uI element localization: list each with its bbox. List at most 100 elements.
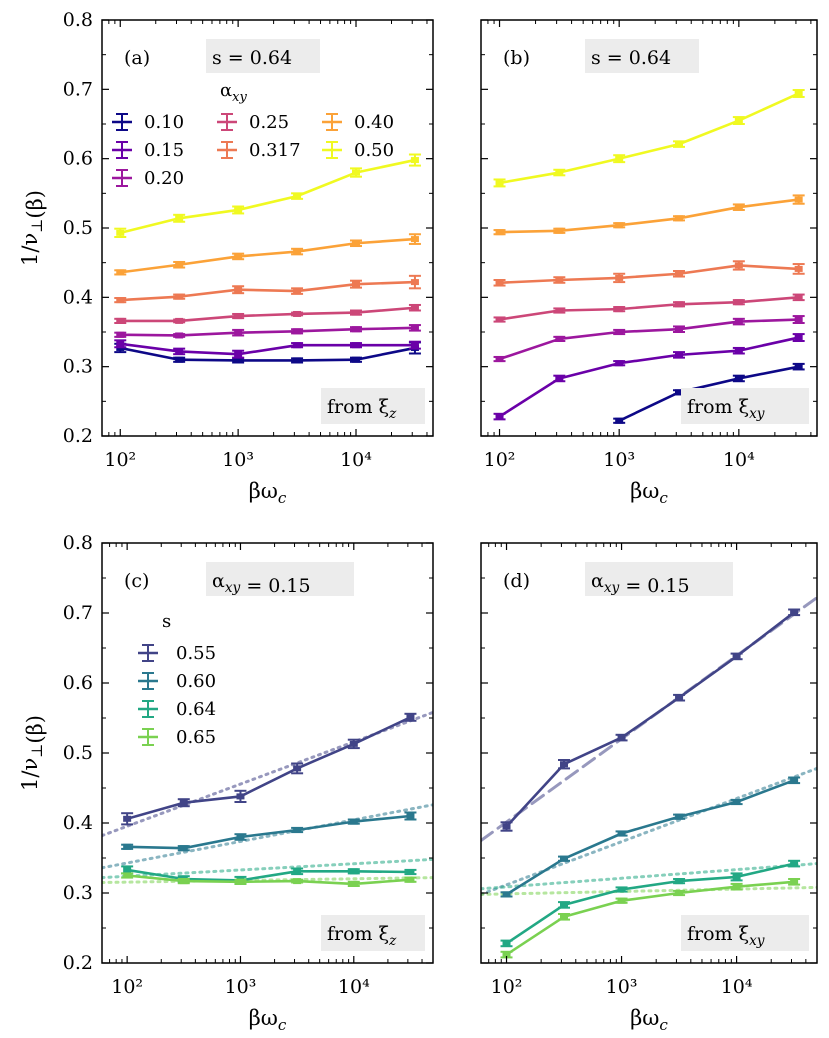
data-point: [732, 374, 745, 383]
data-marker: [560, 761, 569, 768]
data-marker: [495, 279, 504, 286]
data-marker: [179, 845, 188, 852]
data-marker: [236, 878, 245, 885]
series-line-0.64: [126, 868, 411, 882]
y-axis-label-sub: ⊥: [28, 744, 46, 758]
y-axis-label-part: (β): [23, 190, 47, 219]
legend-label: 0.64: [176, 699, 216, 720]
corner-label-box: [321, 388, 425, 424]
data-marker: [123, 843, 132, 850]
data-point: [291, 192, 304, 200]
data-marker: [175, 356, 184, 363]
data-point: [408, 324, 421, 332]
data-marker: [495, 316, 504, 323]
data-marker: [502, 951, 511, 958]
x-axis-label: βωc: [249, 479, 287, 507]
data-marker: [175, 261, 184, 268]
data-point: [673, 878, 686, 885]
data-point: [673, 693, 686, 702]
legend-title-part: α: [220, 80, 232, 101]
x-tick-label: 10⁴: [338, 976, 370, 998]
x-tick-label: 10²: [104, 449, 136, 471]
legend-item-0.55: 0.55: [138, 643, 216, 664]
data-marker: [675, 326, 684, 333]
legend-label: 0.317: [249, 140, 301, 161]
data-marker: [116, 269, 125, 276]
x-tick-label: 10⁴: [723, 449, 755, 471]
plot-area: [493, 89, 805, 424]
series-line-0.15: [498, 336, 799, 418]
data-point: [553, 307, 566, 314]
data-marker: [615, 155, 624, 162]
corner-label: from ξxy: [687, 396, 765, 422]
data-point: [173, 317, 186, 324]
panel-label: (a): [124, 47, 150, 69]
y-axis-label-part: (β): [23, 715, 47, 744]
data-marker: [352, 356, 361, 363]
x-axis-label-sub: c: [278, 1016, 287, 1034]
data-marker: [352, 169, 361, 176]
data-marker: [236, 834, 245, 840]
data-marker: [675, 141, 684, 148]
data-point: [673, 813, 686, 820]
data-point: [732, 116, 745, 125]
data-point: [404, 876, 417, 883]
data-point: [347, 738, 360, 750]
legend: αxy 0.10 0.15 0.20 0.25 0.317 0.40 0.50: [112, 80, 394, 189]
data-point: [408, 303, 421, 312]
corner-label-sub: z: [388, 933, 397, 949]
data-point: [232, 285, 245, 295]
data-point: [232, 252, 245, 261]
corner-label: from ξz: [327, 396, 397, 422]
data-marker: [555, 169, 564, 176]
y-tick-label: 0.7: [63, 78, 93, 100]
data-marker: [349, 880, 358, 887]
data-point: [173, 332, 186, 339]
title-box: [206, 562, 354, 596]
data-point: [558, 901, 571, 909]
y-axis-label: 1/ν⊥(β): [18, 715, 47, 791]
data-point: [291, 867, 304, 876]
data-marker: [410, 304, 419, 311]
corner-label-part: from ξ: [327, 923, 389, 945]
axes-frame: [101, 19, 434, 437]
data-point: [732, 346, 745, 355]
data-marker: [406, 876, 415, 883]
series-line-0.65: [127, 874, 411, 886]
series-line-0.55: [505, 611, 795, 828]
data-point: [493, 178, 506, 188]
panel-title-part: α: [212, 570, 225, 592]
data-point: [291, 247, 304, 256]
y-tick-label: 0.5: [63, 742, 93, 764]
legend-title: s: [162, 611, 171, 632]
data-point: [500, 939, 513, 948]
y-axis-label-part: 1/ν: [18, 233, 42, 266]
legend-item-0.317: 0.317: [217, 140, 301, 161]
corner-label-sub: xy: [749, 933, 765, 949]
panel-title-part: s = 0.64: [212, 47, 292, 69]
data-point: [613, 272, 626, 284]
data-marker: [293, 248, 302, 255]
data-marker: [502, 891, 511, 898]
data-marker: [349, 740, 358, 747]
data-point: [673, 269, 686, 278]
corner-label-box: [681, 388, 809, 424]
data-point: [792, 362, 805, 371]
data-marker: [495, 179, 504, 186]
data-point: [493, 316, 506, 323]
legend-label: 0.55: [176, 643, 216, 664]
data-point: [553, 227, 566, 234]
data-point: [404, 868, 417, 876]
title-box: [585, 562, 733, 596]
legend-label: 0.15: [144, 140, 184, 161]
data-marker: [675, 351, 684, 358]
panel-title-sub: xy: [604, 580, 620, 596]
data-marker: [116, 317, 125, 324]
data-marker: [732, 883, 741, 890]
x-tick-label: 10³: [603, 449, 635, 471]
data-marker: [495, 413, 504, 420]
panel-label: (d): [503, 570, 530, 592]
legend-item-0.60: 0.60: [138, 671, 216, 692]
data-marker: [406, 714, 415, 721]
series-line-0.65: [505, 880, 795, 956]
